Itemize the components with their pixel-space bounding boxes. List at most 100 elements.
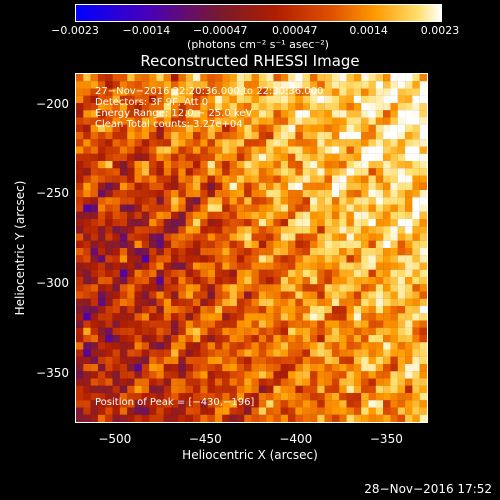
heatmap-cell: [339, 269, 347, 278]
heatmap-cell: [302, 364, 311, 372]
heatmap-cell: [222, 291, 230, 299]
heatmap-cell: [368, 103, 376, 111]
heatmap-cell: [317, 298, 325, 307]
heatmap-cell: [258, 211, 267, 220]
heatmap-cell: [236, 284, 245, 292]
heatmap-cell: [134, 371, 142, 379]
heatmap-cell: [127, 269, 135, 278]
heatmap-cell: [134, 226, 142, 234]
heatmap-cell: [397, 262, 406, 270]
heatmap-cell: [244, 190, 252, 198]
heatmap-cell: [76, 161, 84, 169]
heatmap-cell: [141, 306, 150, 314]
heatmap-cell: [127, 277, 135, 285]
heatmap-cell: [331, 277, 340, 285]
heatmap-cell: [419, 414, 427, 422]
heatmap-cell: [346, 103, 355, 111]
heatmap-cell: [244, 95, 252, 104]
heatmap-cell: [127, 168, 135, 176]
heatmap-cell: [368, 139, 376, 147]
heatmap-cell: [185, 161, 194, 169]
heatmap-cell: [419, 378, 427, 386]
heatmap-cell: [266, 400, 274, 408]
heatmap-cell: [193, 342, 201, 350]
heatmap-cell: [273, 313, 281, 321]
heatmap-cell: [390, 349, 398, 357]
heatmap-cell: [214, 291, 223, 299]
heatmap-cell: [149, 95, 157, 104]
heatmap-cell: [90, 95, 99, 104]
heatmap-cell: [295, 407, 303, 415]
heatmap-cell: [90, 393, 99, 401]
heatmap-cell: [251, 95, 259, 104]
heatmap-cell: [171, 262, 179, 270]
heatmap-cell: [412, 88, 420, 96]
heatmap-cell: [310, 313, 318, 321]
heatmap-cell: [200, 124, 208, 133]
heatmap-cell: [346, 197, 355, 205]
heatmap-cell: [368, 132, 376, 140]
heatmap-cell: [222, 175, 230, 183]
heatmap-cell: [207, 320, 216, 328]
heatmap-cell: [331, 349, 340, 357]
heatmap-cell: [163, 378, 172, 386]
heatmap-cell: [258, 88, 267, 96]
heatmap-cell: [324, 226, 333, 234]
heatmap-cell: [200, 168, 208, 176]
heatmap-cell: [346, 132, 355, 140]
heatmap-cell: [324, 103, 333, 111]
heatmap-cell: [214, 277, 223, 285]
heatmap-cell: [368, 161, 376, 169]
heatmap-cell: [207, 182, 216, 191]
heatmap-cell: [134, 197, 142, 205]
heatmap-cell: [302, 291, 311, 299]
heatmap-cell: [390, 262, 398, 270]
heatmap-cell: [251, 327, 259, 336]
heatmap-cell: [141, 211, 150, 220]
heatmap-cell: [178, 262, 186, 270]
heatmap-cell: [346, 110, 355, 118]
heatmap-cell: [83, 168, 91, 176]
heatmap-cell: [412, 168, 420, 176]
heatmap-cell: [288, 103, 296, 111]
heatmap-cell: [185, 204, 194, 212]
heatmap-cell: [361, 277, 369, 285]
heatmap-cell: [178, 124, 186, 133]
heatmap-cell: [405, 255, 413, 263]
heatmap-cell: [222, 248, 230, 256]
heatmap-cell: [288, 139, 296, 147]
heatmap-cell: [178, 161, 186, 169]
heatmap-cell: [375, 269, 384, 278]
heatmap-cell: [339, 88, 347, 96]
heatmap-cell: [266, 197, 274, 205]
heatmap-cell: [156, 146, 164, 154]
heatmap-cell: [185, 342, 194, 350]
heatmap-cell: [141, 248, 150, 256]
heatmap-cell: [149, 226, 157, 234]
heatmap-cell: [229, 277, 238, 285]
heatmap-cell: [405, 95, 413, 104]
heatmap-cell: [346, 298, 355, 307]
heatmap-cell: [412, 306, 420, 314]
info-detectors: Detectors: 3F 9F, Att 0: [95, 97, 209, 108]
heatmap-cell: [258, 298, 267, 307]
heatmap-cell: [339, 393, 347, 401]
heatmap-cell: [266, 248, 274, 256]
heatmap-cell: [185, 168, 194, 176]
heatmap-cell: [119, 378, 128, 386]
heatmap-cell: [127, 95, 135, 104]
heatmap-cell: [317, 117, 325, 125]
heatmap-cell: [405, 226, 413, 234]
heatmap-cell: [83, 320, 91, 328]
heatmap-cell: [419, 349, 427, 357]
heatmap-cell: [390, 378, 398, 386]
heatmap-cell: [171, 117, 179, 125]
heatmap-cell: [185, 146, 194, 154]
heatmap-cell: [119, 327, 128, 336]
heatmap-cell: [222, 190, 230, 198]
heatmap-cell: [149, 132, 157, 140]
heatmap-cell: [229, 385, 238, 394]
heatmap-cell: [207, 240, 216, 249]
heatmap-cell: [258, 153, 267, 162]
heatmap-cell: [90, 233, 99, 241]
